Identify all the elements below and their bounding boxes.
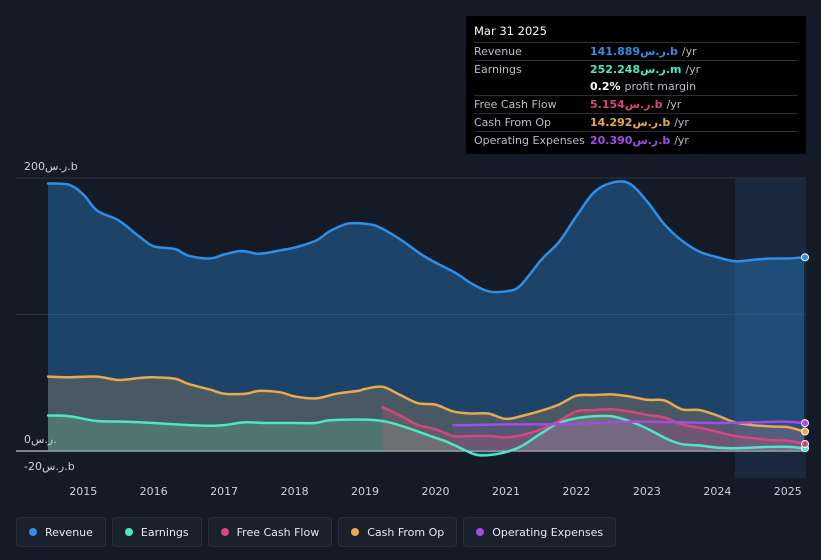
tooltip-value: 141.889ر.س.b bbox=[590, 45, 678, 58]
earnings-line bbox=[46, 414, 806, 457]
tooltip-unit: /yr bbox=[674, 134, 689, 147]
x-tick-label-2017: 2017 bbox=[210, 485, 238, 498]
tooltip-date: Mar 31 2025 bbox=[474, 24, 547, 38]
tooltip-label: Cash From Op bbox=[474, 116, 552, 129]
x-tick-label-2021: 2021 bbox=[492, 485, 520, 498]
y-tick-label-top: 200ر.س.b bbox=[24, 160, 78, 173]
legend-dot-icon bbox=[220, 528, 229, 536]
x-tick-label-2024: 2024 bbox=[703, 485, 731, 498]
legend-dot-icon bbox=[29, 528, 37, 536]
y-tick-label-bottom: -20ر.س.b bbox=[24, 460, 75, 473]
data-tooltip: Mar 31 2025 Revenue 141.889ر.س.b /yr Ear… bbox=[466, 16, 806, 154]
tooltip-row-earnings: Earnings 252.248ر.س.m /yr bbox=[474, 60, 798, 78]
tooltip-row-operating-expenses: Operating Expenses 20.390ر.س.b /yr bbox=[474, 131, 798, 149]
operating-expenses-line bbox=[451, 420, 806, 427]
tooltip-row-cash-from-op: Cash From Op 14.292ر.س.b /yr bbox=[474, 113, 798, 131]
tooltip-label: Operating Expenses bbox=[474, 134, 585, 147]
x-tick-label-2016: 2016 bbox=[140, 485, 168, 498]
tooltip-value: 5.154ر.س.b bbox=[590, 98, 663, 111]
tooltip-row-free-cash-flow: Free Cash Flow 5.154ر.س.b /yr bbox=[474, 95, 798, 113]
tooltip-value: 252.248ر.س.m bbox=[590, 63, 682, 76]
tooltip-row-revenue: Revenue 141.889ر.س.b /yr bbox=[474, 42, 798, 60]
tooltip-unit: /yr bbox=[666, 98, 682, 111]
tooltip-label: Earnings bbox=[474, 63, 522, 76]
x-tick-label-2023: 2023 bbox=[633, 485, 661, 498]
x-tick-label-2015: 2015 bbox=[69, 485, 97, 498]
series-areas bbox=[48, 181, 804, 456]
revenue-line bbox=[46, 180, 806, 294]
cash-from-op-line bbox=[46, 375, 806, 433]
chart-legend: Revenue Earnings Free Cash Flow Cash Fro… bbox=[16, 517, 617, 547]
revenue-end-dot bbox=[801, 253, 809, 262]
x-tick-label-2022: 2022 bbox=[562, 485, 590, 498]
tooltip-unit: profit margin bbox=[624, 80, 697, 93]
y-tick-label-zero: 0ر.س. bbox=[24, 433, 57, 446]
series-end-dots bbox=[801, 253, 809, 453]
free-cash-flow-line bbox=[381, 406, 806, 446]
x-tick-label-2025: 2025 bbox=[774, 485, 802, 498]
x-tick-label-2019: 2019 bbox=[351, 485, 379, 498]
tooltip-unit: /yr bbox=[674, 116, 689, 129]
legend-label: Earnings bbox=[140, 525, 189, 539]
operating-expenses-end-dot bbox=[801, 419, 809, 428]
legend-label: Operating Expenses bbox=[492, 525, 604, 539]
legend-item-operating-expenses[interactable]: Operating Expenses bbox=[463, 517, 617, 547]
legend-label: Cash From Op bbox=[367, 525, 445, 539]
tooltip-unit: /yr bbox=[685, 63, 701, 76]
legend-item-revenue[interactable]: Revenue bbox=[16, 517, 106, 547]
x-tick-label-2020: 2020 bbox=[422, 485, 450, 498]
legend-label: Revenue bbox=[45, 525, 93, 539]
tooltip-label: Free Cash Flow bbox=[474, 98, 557, 111]
legend-dot-icon bbox=[124, 528, 133, 536]
legend-item-free-cash-flow[interactable]: Free Cash Flow bbox=[207, 517, 333, 547]
legend-label: Free Cash Flow bbox=[236, 525, 320, 539]
tooltip-row-profit-margin: 0.2% profit margin bbox=[474, 78, 798, 95]
legend-item-cash-from-op[interactable]: Cash From Op bbox=[338, 517, 458, 547]
x-axis-ticks: 2015 2016 2017 2018 2019 2020 2021 2022 2023 2024… bbox=[69, 485, 802, 498]
tooltip-label: Revenue bbox=[474, 45, 522, 58]
x-tick-label-2018: 2018 bbox=[281, 485, 309, 498]
legend-dot-icon bbox=[351, 528, 360, 536]
free-cash-flow-end-dot bbox=[801, 439, 809, 448]
revenue-area bbox=[48, 181, 804, 451]
cash-from-op-end-dot bbox=[801, 427, 809, 436]
legend-item-earnings[interactable]: Earnings bbox=[111, 517, 202, 547]
tooltip-value: 0.2% bbox=[590, 80, 621, 93]
legend-dot-icon bbox=[476, 528, 485, 536]
tooltip-value: 14.292ر.س.b bbox=[590, 116, 671, 129]
free-cash-flow-area bbox=[382, 407, 804, 451]
tooltip-value: 20.390ر.س.b bbox=[590, 134, 671, 147]
tooltip-unit: /yr bbox=[681, 45, 697, 58]
series-lines bbox=[46, 180, 806, 457]
